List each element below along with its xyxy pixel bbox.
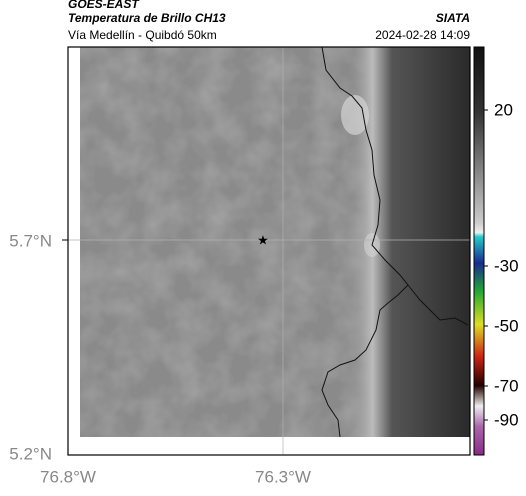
datetime: 2024-02-28 14:09 [375, 28, 470, 42]
bright-spot [341, 95, 369, 135]
agency: SIATA [436, 11, 470, 25]
colorbar-scale [473, 46, 485, 456]
colorbar: 20 -30 -50 -70 -90 [473, 46, 519, 456]
boundary-line [407, 284, 469, 326]
lon-label: 76.8°W [40, 467, 96, 486]
location: Vía Medellín - Quibdó 50km [68, 28, 217, 42]
colorbar-label: -70 [494, 376, 519, 395]
colorbar-label: -30 [494, 256, 519, 275]
title: GOES-EAST [68, 0, 140, 11]
colorbar-label: 20 [494, 100, 513, 119]
colorbar-label: -90 [494, 410, 519, 429]
lat-label: 5.7°N [9, 231, 52, 250]
map-area: ★ [67, 46, 471, 456]
colorbar-label: -50 [494, 316, 519, 335]
lon-label: 76.3°W [255, 467, 311, 486]
boundary-line [321, 46, 409, 438]
map-frame [67, 46, 471, 456]
east-cold-region [80, 47, 470, 437]
subtitle: Temperatura de Brillo CH13 [68, 11, 226, 25]
lat-label: 5.2°N [9, 444, 52, 463]
location-star: ★ [257, 232, 269, 247]
